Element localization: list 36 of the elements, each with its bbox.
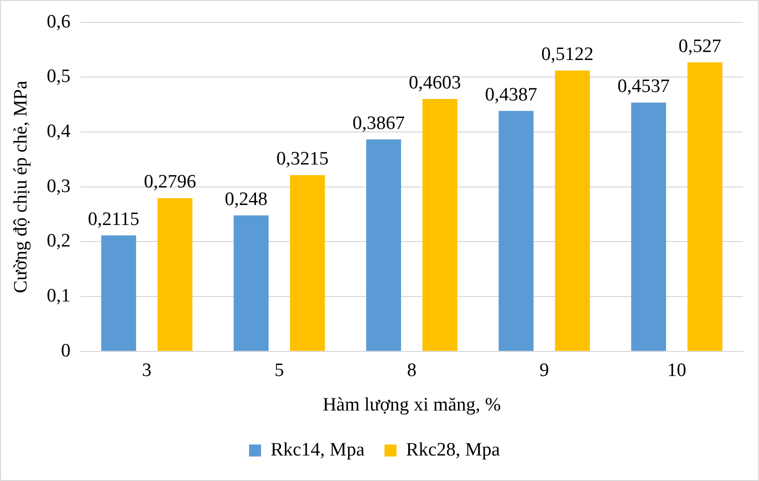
y-axis-title: Cường độ chịu ép chẻ, MPa xyxy=(10,80,32,294)
data-label: 0,3867 xyxy=(352,112,405,134)
bar xyxy=(554,70,590,351)
data-label: 0,2115 xyxy=(88,208,140,230)
bar xyxy=(234,215,269,351)
y-tick-label: 0 xyxy=(61,340,71,362)
y-tick-label: 0,2 xyxy=(46,230,71,252)
y-tick-label: 0,6 xyxy=(46,11,71,32)
x-tick-label: 8 xyxy=(407,360,417,381)
data-label: 0,527 xyxy=(678,36,722,57)
data-label: 0,4603 xyxy=(408,72,462,94)
data-label: 0,5122 xyxy=(541,44,594,66)
data-label: 0,3215 xyxy=(276,148,329,170)
data-label: 0,4537 xyxy=(617,76,670,98)
x-tick-label: 3 xyxy=(142,360,152,381)
x-tick-label: 5 xyxy=(274,360,284,381)
x-tick-label: 9 xyxy=(540,360,550,381)
legend-label: Rkc14, Mpa xyxy=(270,439,366,460)
legend-label: Rkc28, Mpa xyxy=(406,439,500,460)
bar xyxy=(687,62,722,351)
data-label: 0,2796 xyxy=(144,172,196,193)
data-label: 0,4387 xyxy=(484,84,538,106)
bar xyxy=(631,102,666,351)
x-tick-label: 10 xyxy=(667,360,686,381)
x-axis-title: Hàm lượng xi măng, % xyxy=(322,394,502,416)
y-tick-label: 0,1 xyxy=(46,286,71,307)
y-tick-label: 0,4 xyxy=(46,121,72,142)
bar xyxy=(101,235,136,351)
bar xyxy=(157,198,192,351)
bar xyxy=(366,139,402,351)
bar xyxy=(498,110,534,351)
bar xyxy=(422,99,458,351)
y-tick-label: 0,5 xyxy=(46,66,71,88)
bar xyxy=(290,175,325,351)
data-label: 0,248 xyxy=(224,188,268,210)
y-tick-label: 0,3 xyxy=(46,176,71,197)
